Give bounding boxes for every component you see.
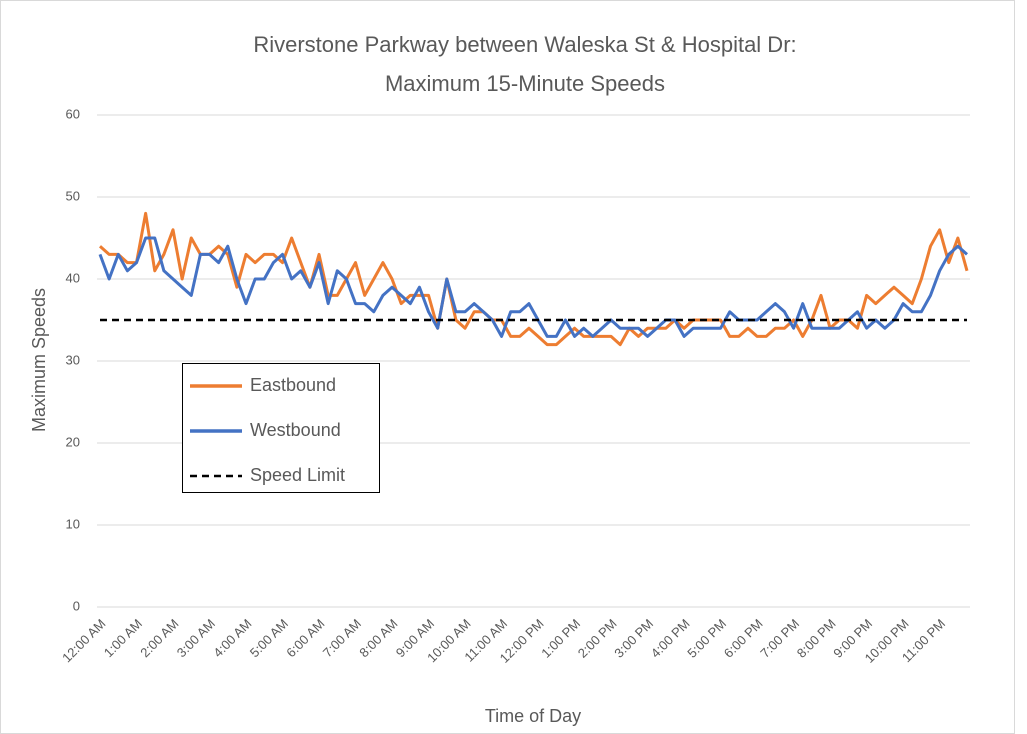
- y-tick-label: 50: [66, 188, 80, 203]
- legend-label: Westbound: [250, 420, 341, 440]
- y-tick-label: 30: [66, 352, 80, 367]
- y-tick-label: 20: [66, 434, 80, 449]
- y-axis-title: Maximum Speeds: [29, 288, 49, 432]
- series-line: [98, 236, 969, 338]
- y-tick-label: 10: [66, 516, 80, 531]
- legend-label: Speed Limit: [250, 465, 345, 485]
- legend-label: Eastbound: [250, 375, 336, 395]
- x-axis-title: Time of Day: [485, 706, 581, 726]
- y-tick-label: 40: [66, 270, 80, 285]
- y-tick-label: 0: [73, 598, 80, 613]
- series-line: [98, 211, 969, 347]
- chart-title: Riverstone Parkway between Waleska St & …: [253, 32, 796, 57]
- chart-title: Maximum 15-Minute Speeds: [385, 71, 665, 96]
- y-tick-label: 60: [66, 106, 80, 121]
